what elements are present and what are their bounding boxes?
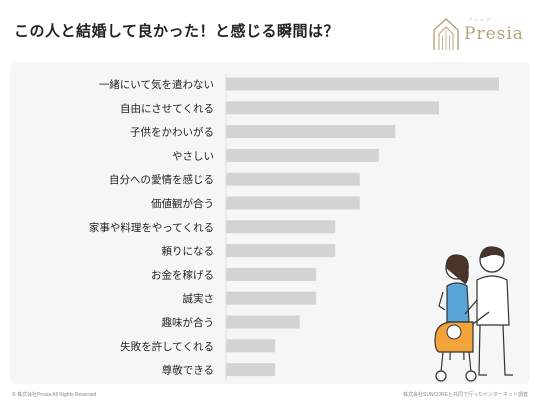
category-label: 尊敬できる xyxy=(162,364,214,377)
category-label: 自分への愛情を感じる xyxy=(109,173,214,186)
category-label: 価値観が合う xyxy=(151,197,214,210)
bar-5 xyxy=(226,172,360,186)
brand-logo: プレシア Presia xyxy=(430,14,530,54)
category-label: 自由にさせてくれる xyxy=(120,102,214,115)
brand-kana: プレシア xyxy=(468,17,492,22)
bar-9 xyxy=(226,267,317,281)
category-label: 一緒にいて気を遣わない xyxy=(99,78,214,91)
category-label: 頼りになる xyxy=(162,246,215,258)
category-label: 家事や料理をやってくれる xyxy=(89,221,214,234)
bar-13 xyxy=(226,363,276,377)
bar-12 xyxy=(226,339,276,353)
bar-7 xyxy=(226,220,336,234)
bar-11 xyxy=(226,315,300,329)
house-logo-icon xyxy=(433,18,459,50)
bar-1 xyxy=(226,77,499,91)
page-title: この人と結婚して良かった！と感じる瞬間は？ xyxy=(14,22,340,40)
category-label: 誠実さ xyxy=(183,292,215,305)
bar-2 xyxy=(226,101,439,115)
brand-name: Presia xyxy=(464,24,524,44)
bar-10 xyxy=(226,291,317,305)
category-label: やさしい xyxy=(172,150,214,162)
copyright-text: © 株式会社Presia All Rights Reserved xyxy=(12,392,97,398)
bar-6 xyxy=(226,196,360,210)
category-label: 失敗を許してくれる xyxy=(120,340,214,353)
bar-8 xyxy=(226,244,336,258)
bar-3 xyxy=(226,125,396,139)
category-label: 子供をかわいがる xyxy=(130,126,214,139)
bar-4 xyxy=(226,148,379,162)
family-illustration-icon xyxy=(434,246,513,382)
category-label: お金を稼げる xyxy=(151,268,214,281)
category-label: 趣味が合う xyxy=(162,316,215,329)
source-note: 株式会社SUNCOREと共同で行ったインターネット調査 xyxy=(402,392,528,398)
